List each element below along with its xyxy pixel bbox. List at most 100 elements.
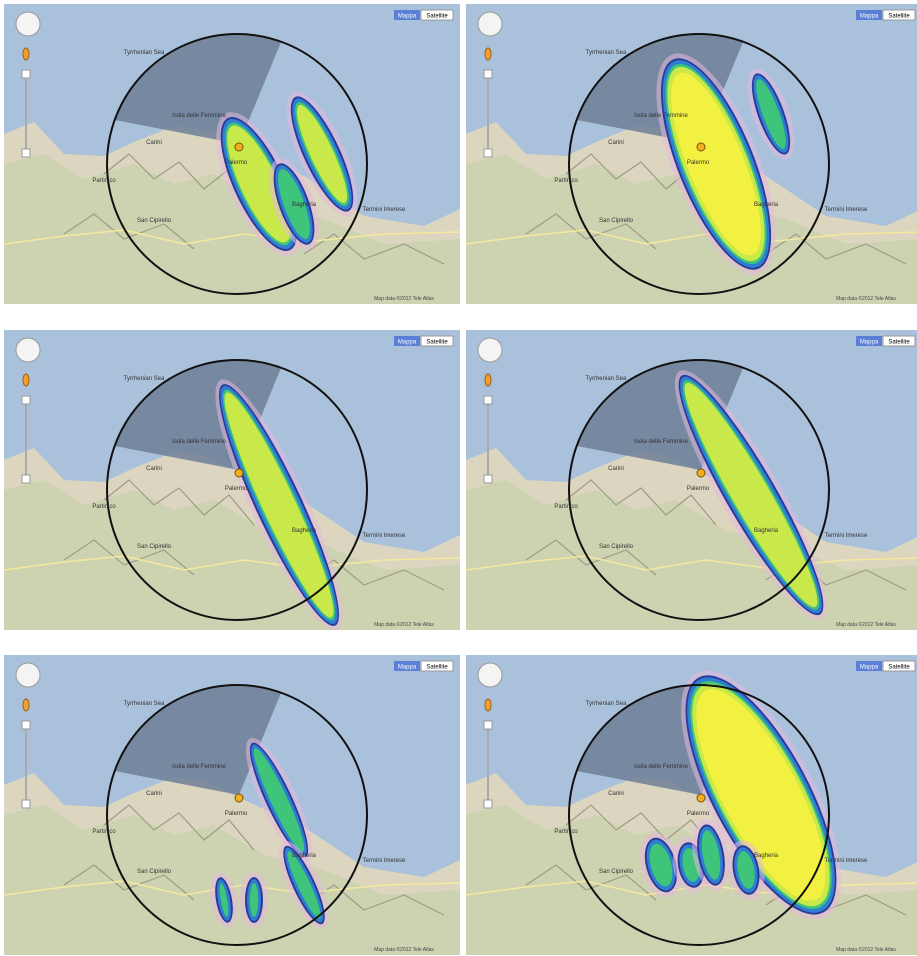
map-button-bg[interactable] bbox=[394, 336, 420, 346]
map-button-bg[interactable] bbox=[394, 661, 420, 671]
terrain bbox=[4, 154, 460, 304]
radar-site bbox=[696, 468, 706, 478]
place-label: Palermo bbox=[687, 160, 710, 166]
street-view[interactable] bbox=[22, 698, 30, 712]
place-label: Partinico bbox=[554, 178, 578, 184]
pan-control[interactable] bbox=[15, 337, 41, 363]
place-label: Tyrrhenian Sea bbox=[124, 376, 165, 382]
map-button[interactable]: Mappa bbox=[860, 665, 879, 671]
zoom-in[interactable] bbox=[21, 395, 31, 405]
radar-echo bbox=[649, 843, 673, 887]
street-view[interactable] bbox=[22, 47, 30, 61]
road bbox=[466, 229, 917, 245]
pan-control[interactable] bbox=[477, 662, 503, 688]
map-panel[interactable]: Tyrrhenian Sea Isola delle Femmine Carini P… bbox=[4, 4, 460, 304]
map-button[interactable]: Mappa bbox=[398, 340, 417, 346]
attribution: Map data ©2012 Tele Atlas bbox=[836, 621, 896, 628]
zoom-in[interactable] bbox=[21, 69, 31, 79]
map-button-bg[interactable] bbox=[856, 661, 882, 671]
satellite-button-bg[interactable] bbox=[882, 9, 916, 21]
pan-control[interactable] bbox=[477, 337, 503, 363]
satellite-button-bg[interactable] bbox=[420, 660, 454, 672]
attribution: Map data ©2012 Tele Atlas bbox=[374, 621, 434, 628]
zoom-out[interactable] bbox=[483, 148, 493, 158]
street-view[interactable] bbox=[484, 373, 492, 387]
zoom-in[interactable] bbox=[483, 720, 493, 730]
radar-site bbox=[234, 793, 244, 803]
zoom-in[interactable] bbox=[483, 69, 493, 79]
radar-site bbox=[234, 142, 244, 152]
satellite-button[interactable]: Satellite bbox=[888, 340, 910, 346]
radar-echo bbox=[219, 883, 229, 917]
zoom-out[interactable] bbox=[483, 799, 493, 809]
map-button[interactable]: Mappa bbox=[398, 14, 417, 20]
map[interactable]: Tyrrhenian Sea Isola delle Femmine Carini P… bbox=[4, 655, 460, 955]
map[interactable]: Tyrrhenian Sea Isola delle Femmine Carini P… bbox=[466, 4, 917, 304]
satellite-button-bg[interactable] bbox=[420, 9, 454, 21]
attribution: Map data ©2012 Tele Atlas bbox=[836, 946, 896, 953]
satellite-button[interactable]: Satellite bbox=[426, 340, 448, 346]
zoom-out[interactable] bbox=[483, 474, 493, 484]
radar-range bbox=[106, 684, 368, 946]
place-label: Partinico bbox=[554, 829, 578, 835]
map[interactable]: Tyrrhenian Sea Isola delle Femmine Carini P… bbox=[466, 330, 917, 630]
zoom-in[interactable] bbox=[483, 395, 493, 405]
place-label: Tyrrhenian Sea bbox=[586, 701, 627, 707]
satellite-button-bg[interactable] bbox=[882, 335, 916, 347]
satellite-button[interactable]: Satellite bbox=[888, 14, 910, 20]
map-button-bg[interactable] bbox=[394, 10, 420, 20]
radar-echo bbox=[287, 851, 321, 919]
radar-echo bbox=[227, 125, 291, 243]
map-button[interactable]: Mappa bbox=[398, 665, 417, 671]
radar-site bbox=[696, 142, 706, 152]
map-button[interactable]: Mappa bbox=[860, 340, 879, 346]
place-label: Tyrrhenian Sea bbox=[586, 376, 627, 382]
place-label: Termini Imerese bbox=[363, 533, 406, 539]
satellite-button[interactable]: Satellite bbox=[426, 665, 448, 671]
place-label: Tyrrhenian Sea bbox=[586, 50, 627, 56]
zoom-out[interactable] bbox=[21, 799, 31, 809]
radar-echo bbox=[671, 72, 761, 256]
map-button-bg[interactable] bbox=[856, 336, 882, 346]
place-label: Carini bbox=[146, 140, 162, 146]
map-button[interactable]: Mappa bbox=[860, 14, 879, 20]
zoom-out[interactable] bbox=[21, 474, 31, 484]
map[interactable]: Tyrrhenian Sea Isola delle Femmine Carini P… bbox=[4, 330, 460, 630]
map-panel[interactable]: Tyrrhenian Sea Isola delle Femmine Carini P… bbox=[4, 330, 460, 630]
place-label: Bagheria bbox=[292, 853, 317, 859]
place-label: Bagheria bbox=[292, 202, 317, 208]
attribution: Map data ©2012 Tele Atlas bbox=[836, 295, 896, 302]
map-panel[interactable]: Tyrrhenian Sea Isola delle Femmine Carini P… bbox=[466, 655, 917, 955]
radar-echo bbox=[737, 851, 755, 889]
map-panel[interactable]: Tyrrhenian Sea Isola delle Femmine Carini P… bbox=[466, 4, 917, 304]
zoom-in[interactable] bbox=[21, 720, 31, 730]
place-label: Isola delle Femmine bbox=[634, 113, 688, 119]
place-label: San Cipirello bbox=[599, 544, 634, 550]
place-label: Isola delle Femmine bbox=[172, 439, 226, 445]
map-button-bg[interactable] bbox=[856, 10, 882, 20]
map[interactable]: Tyrrhenian Sea Isola delle Femmine Carini P… bbox=[466, 655, 917, 955]
map-panel[interactable]: Tyrrhenian Sea Isola delle Femmine Carini P… bbox=[466, 330, 917, 630]
road bbox=[4, 555, 460, 571]
terrain bbox=[4, 480, 460, 630]
map[interactable]: Tyrrhenian Sea Isola delle Femmine Carini P… bbox=[4, 4, 460, 304]
satellite-button[interactable]: Satellite bbox=[888, 665, 910, 671]
pan-control[interactable] bbox=[15, 662, 41, 688]
street-view[interactable] bbox=[484, 47, 492, 61]
satellite-button-bg[interactable] bbox=[420, 335, 454, 347]
place-label: Palermo bbox=[687, 811, 710, 817]
place-label: Tyrrhenian Sea bbox=[124, 701, 165, 707]
place-label: Isola delle Femmine bbox=[172, 113, 226, 119]
street-view[interactable] bbox=[484, 698, 492, 712]
pan-control[interactable] bbox=[15, 11, 41, 37]
pan-control[interactable] bbox=[477, 11, 503, 37]
satellite-button-bg[interactable] bbox=[882, 660, 916, 672]
radar-echo bbox=[253, 748, 305, 852]
radar-range bbox=[568, 359, 830, 621]
place-label: Termini Imerese bbox=[825, 858, 868, 864]
satellite-button[interactable]: Satellite bbox=[426, 14, 448, 20]
zoom-out[interactable] bbox=[21, 148, 31, 158]
street-view[interactable] bbox=[22, 373, 30, 387]
map-panel[interactable]: Tyrrhenian Sea Isola delle Femmine Carini P… bbox=[4, 655, 460, 955]
